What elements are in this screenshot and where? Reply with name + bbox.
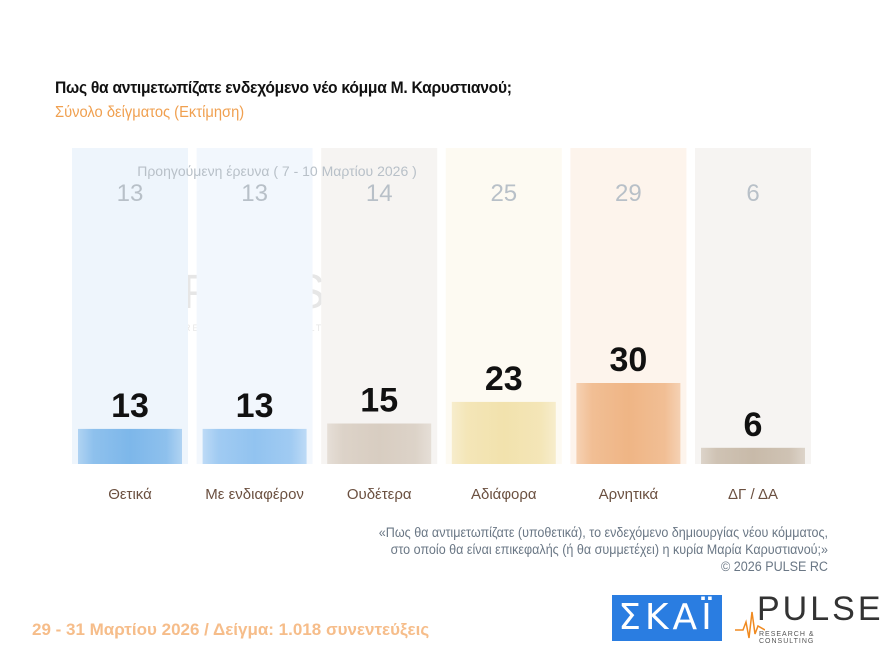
column-background: [321, 148, 438, 464]
previous-value: 6: [746, 180, 759, 207]
category-label: ΔΓ / ΔΑ: [728, 486, 778, 503]
bar-3: [451, 401, 556, 464]
previous-value: 14: [366, 180, 393, 207]
category-label: Αρνητικά: [599, 486, 659, 503]
data-label: 23: [485, 360, 523, 398]
chart-title: Πως θα αντιμετωπίζατε ενδεχόμενο νέο κόμ…: [55, 78, 512, 97]
previous-survey-label: Προηγούμενη έρευνα ( 7 - 10 Μαρτίου 2026…: [137, 163, 417, 179]
category-label: Αδιάφορα: [471, 486, 537, 503]
data-label: 13: [111, 387, 149, 425]
data-label: 15: [360, 382, 398, 420]
note-line-2: στο οποίο θα είναι επικεφαλής (ή θα συμμ…: [390, 542, 828, 557]
copyright: © 2026 PULSE RC: [721, 559, 828, 574]
category-label: Θετικά: [108, 486, 152, 503]
category-label: Ουδέτερα: [347, 486, 412, 503]
bar-1: [202, 428, 307, 464]
category-label: Με ενδιαφέρον: [205, 486, 304, 503]
data-label: 30: [609, 341, 647, 379]
pulse-logo: PULSE RESEARCH & CONSULTING: [735, 590, 880, 645]
pulse-logo-sub: RESEARCH & CONSULTING: [759, 631, 815, 645]
data-label: 6: [744, 406, 763, 444]
pulse-logo-text: PULSE: [757, 590, 880, 628]
column-background: [196, 148, 313, 464]
bar-4: [576, 383, 681, 464]
column-background: [695, 148, 811, 464]
bar-2: [327, 423, 432, 464]
skai-logo: ΣΚΑΪ: [612, 595, 722, 641]
previous-value: 25: [490, 180, 517, 207]
bar-chart: 13 13 Θετικά 13 13 Με ενδιαφέρον 15 14 Ουδέτερα 2…: [72, 148, 811, 503]
question-note: «Πως θα αντιμετωπίζατε (υποθετικά), το ε…: [379, 524, 828, 575]
previous-value: 13: [117, 180, 144, 207]
note-line-1: «Πως θα αντιμετωπίζατε (υποθετικά), το ε…: [378, 525, 828, 540]
previous-value: 13: [241, 180, 268, 207]
footer-date-sample: 29 - 31 Μαρτίου 2026 / Δείγμα: 1.018 συν…: [32, 620, 430, 639]
bar-5: [701, 447, 805, 464]
previous-value: 29: [615, 180, 642, 207]
bar-0: [78, 428, 182, 464]
chart-subtitle: Σύνολο δείγματος (Εκτίμηση): [55, 104, 245, 121]
column-background: [72, 148, 188, 464]
data-label: 13: [236, 387, 274, 425]
pulse-wave-icon: [735, 611, 765, 639]
